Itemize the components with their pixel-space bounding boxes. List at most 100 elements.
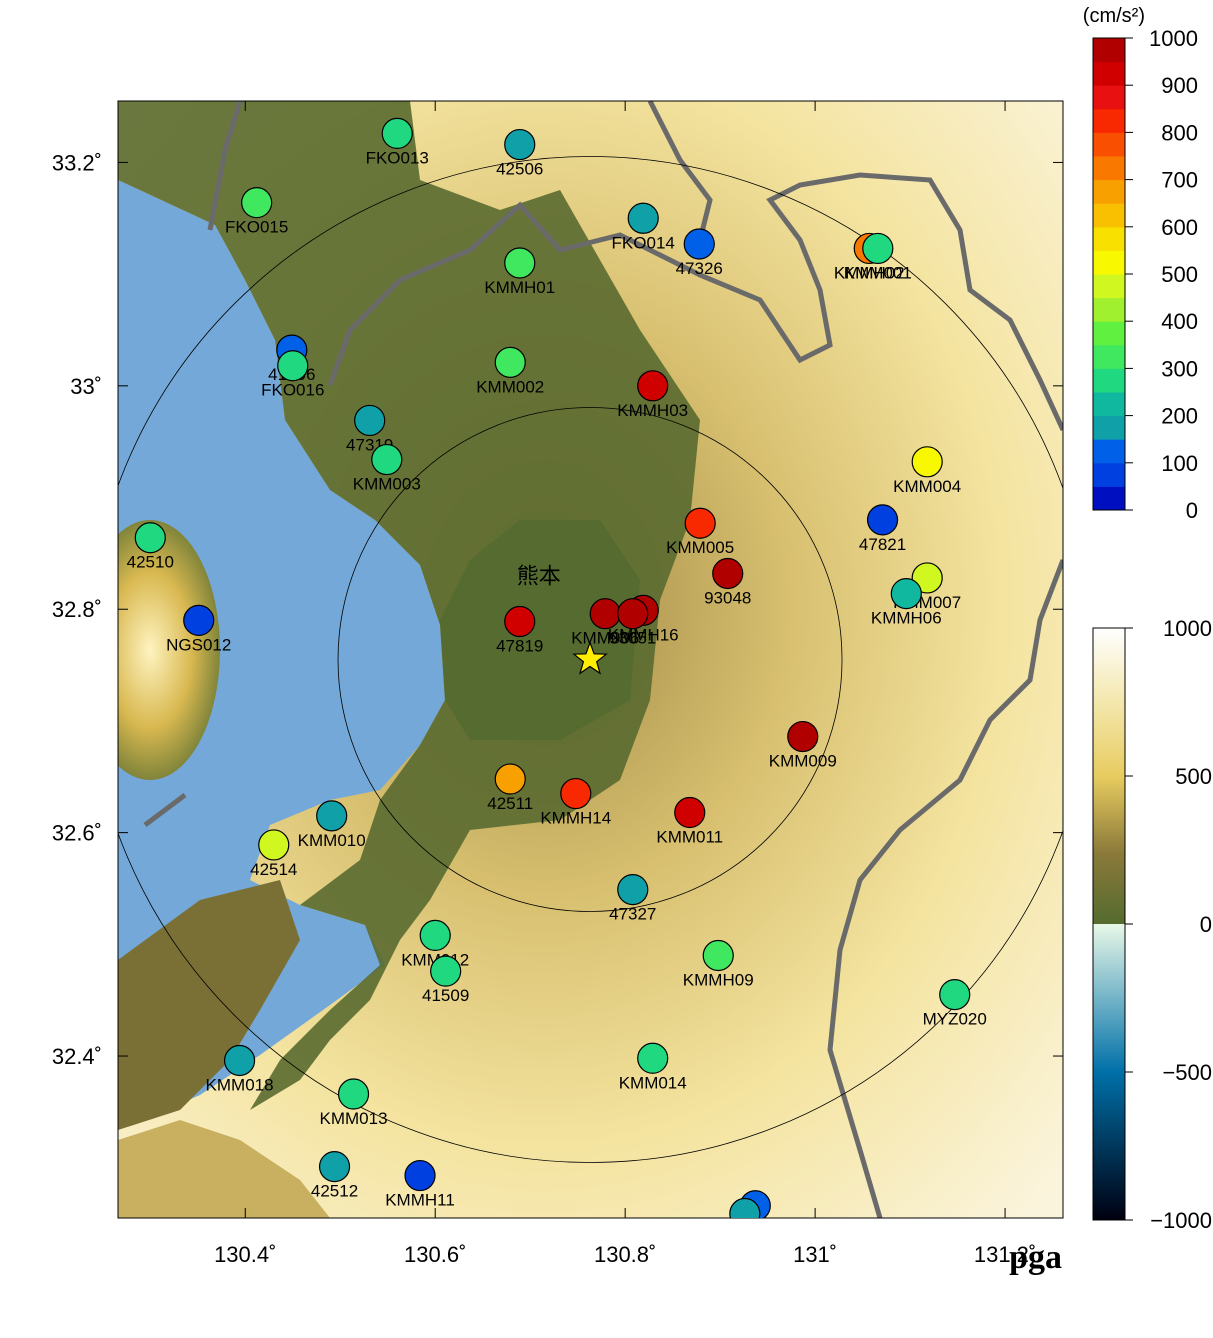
station bbox=[134, 522, 166, 554]
station-label: FKO015 bbox=[225, 218, 288, 237]
distance-ring bbox=[118, 156, 1063, 1163]
colorbar-tick-label: 500 bbox=[1175, 764, 1212, 789]
station bbox=[354, 404, 386, 437]
station bbox=[494, 763, 526, 795]
colorbar-band bbox=[1093, 108, 1125, 133]
colorbar-tick-label: 500 bbox=[1161, 262, 1198, 287]
station-label: 42514 bbox=[250, 860, 297, 879]
station-label: KMM002 bbox=[476, 377, 544, 396]
station bbox=[371, 443, 403, 476]
colorbar-band bbox=[1093, 250, 1125, 275]
colorbar-band bbox=[1093, 226, 1125, 251]
station-label: KMM010 bbox=[298, 831, 366, 850]
border bbox=[827, 559, 1063, 1218]
station bbox=[223, 1044, 256, 1077]
station bbox=[911, 562, 943, 594]
colorbar-band bbox=[1093, 297, 1125, 322]
y-tick-label: 32.4˚ bbox=[52, 1044, 102, 1069]
station bbox=[258, 829, 290, 861]
colorbar-band bbox=[1093, 38, 1125, 63]
x-tick-label: 131.2˚ bbox=[974, 1242, 1036, 1267]
station-label: KMM013 bbox=[320, 1109, 388, 1128]
colorbar-band bbox=[1093, 85, 1125, 110]
colorbar-tick-label: 900 bbox=[1161, 73, 1198, 98]
station-label: 47326 bbox=[676, 259, 723, 278]
station bbox=[712, 557, 744, 590]
station-label: FKO013 bbox=[366, 148, 429, 167]
colorbar-band bbox=[1093, 156, 1125, 181]
map-frame bbox=[117, 100, 1064, 1219]
station-label: 47327 bbox=[609, 905, 656, 924]
station bbox=[430, 955, 462, 987]
colorbar-tick-label: 400 bbox=[1161, 309, 1198, 334]
station-label: 47819 bbox=[496, 637, 543, 656]
colorbar-band bbox=[1093, 439, 1125, 464]
station-label: 41509 bbox=[422, 986, 469, 1005]
station bbox=[890, 577, 922, 610]
station-label: MYZ020 bbox=[923, 1010, 987, 1029]
x-tick-label: 130.8˚ bbox=[594, 1242, 656, 1267]
colorbar-band bbox=[1093, 321, 1125, 346]
station bbox=[183, 604, 215, 637]
colorbar-band bbox=[1093, 392, 1125, 417]
station bbox=[627, 202, 659, 234]
colorbar-tick-label: 100 bbox=[1161, 451, 1198, 476]
island bbox=[118, 1120, 330, 1218]
station bbox=[683, 228, 715, 260]
station bbox=[787, 720, 819, 753]
station-label: KMMH01 bbox=[484, 278, 555, 297]
station bbox=[494, 346, 526, 378]
colorbar-tick-label: 1000 bbox=[1163, 616, 1212, 641]
x-tick-label: 130.4˚ bbox=[214, 1242, 276, 1267]
station bbox=[589, 598, 621, 630]
colorbar-tick-label: 800 bbox=[1161, 120, 1198, 145]
y-tick-label: 32.6˚ bbox=[52, 821, 102, 846]
station-label: KMMH03 bbox=[617, 401, 688, 420]
station-label: NGS012 bbox=[166, 635, 231, 654]
colorbar-tick-label: −500 bbox=[1162, 1060, 1212, 1085]
colorbar-band bbox=[1093, 462, 1125, 487]
border bbox=[143, 793, 187, 827]
colorbar-tick-label: −1000 bbox=[1150, 1208, 1212, 1233]
sea bbox=[118, 180, 445, 1130]
station-label: KMMH06 bbox=[871, 609, 942, 628]
colorbar-band bbox=[1093, 61, 1125, 86]
station bbox=[866, 504, 899, 536]
epicenter bbox=[572, 640, 608, 675]
station bbox=[504, 605, 536, 638]
station bbox=[862, 232, 894, 265]
colorbar-band bbox=[1093, 344, 1125, 369]
station-label: KMM001 bbox=[844, 263, 912, 282]
station-label: KMM005 bbox=[666, 538, 734, 557]
colorbar-band bbox=[1093, 486, 1125, 511]
station-label: KMMH16 bbox=[608, 625, 679, 644]
station bbox=[702, 939, 734, 972]
colorbar-tick-label: 600 bbox=[1161, 215, 1198, 240]
terrain bbox=[118, 101, 1063, 1218]
station-label: KMM006 bbox=[571, 629, 639, 648]
border bbox=[207, 101, 243, 231]
station-label: FKO014 bbox=[612, 233, 675, 252]
x-tick-label: 130.6˚ bbox=[404, 1242, 466, 1267]
station bbox=[504, 128, 536, 161]
station bbox=[277, 350, 309, 382]
station bbox=[637, 1042, 669, 1074]
island bbox=[118, 880, 300, 1130]
station-label: KMM011 bbox=[656, 828, 723, 847]
colorbar-tick-label: 0 bbox=[1186, 498, 1198, 523]
station-label: 42511 bbox=[487, 794, 533, 813]
station bbox=[729, 1197, 761, 1218]
x-tick-label: 131˚ bbox=[793, 1242, 837, 1267]
station bbox=[318, 1151, 351, 1183]
station bbox=[617, 874, 649, 906]
borders bbox=[143, 101, 1063, 1218]
station-label: KMMH11 bbox=[385, 1191, 455, 1210]
colorbar-band bbox=[1093, 132, 1125, 157]
station bbox=[381, 117, 413, 149]
city-label: 熊本 bbox=[517, 564, 561, 589]
border bbox=[647, 101, 713, 241]
station bbox=[560, 777, 592, 810]
station-label: KMMH09 bbox=[683, 971, 754, 990]
plain bbox=[440, 520, 640, 740]
